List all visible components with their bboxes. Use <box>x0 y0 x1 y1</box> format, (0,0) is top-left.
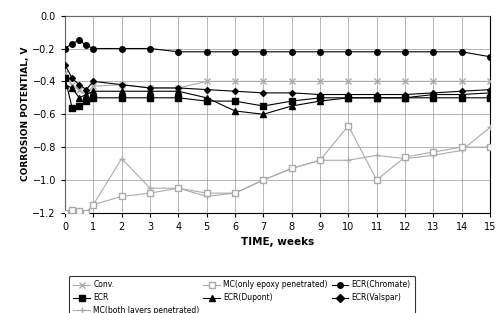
Legend: Conv., ECR, MC(both layers penetrated), MC(only epoxy penetrated), ECR(Dupont), : Conv., ECR, MC(both layers penetrated), … <box>69 276 415 313</box>
X-axis label: TIME, weeks: TIME, weeks <box>241 238 314 247</box>
Y-axis label: CORROSION POTENTIAL, V: CORROSION POTENTIAL, V <box>20 47 30 182</box>
